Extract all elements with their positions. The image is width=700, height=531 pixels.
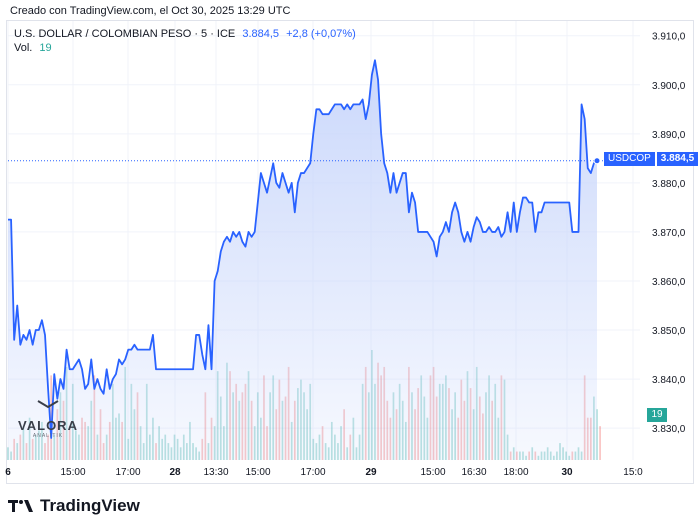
x-tick-label: 13:30 <box>203 467 228 478</box>
x-tick-label: 16:30 <box>461 467 486 478</box>
tradingview-logo-icon <box>8 500 33 512</box>
x-tick-label: 15:0 <box>623 467 643 478</box>
x-tick-label: 28 <box>169 467 181 478</box>
legend-volume-label: Vol. <box>14 42 33 54</box>
last-price-value: 3.884,5 <box>656 152 699 166</box>
last-price-dot <box>593 157 601 165</box>
last-price-symbol: USDCOP <box>604 152 655 166</box>
x-tick-label: 18:00 <box>503 467 528 478</box>
legend-price: 3.884,5 <box>242 28 280 40</box>
y-tick-label: 3.830,0 <box>652 424 686 435</box>
x-tick-label: 15:00 <box>245 467 270 478</box>
watermark-name: VALORA <box>18 418 78 433</box>
watermark-chevron-icon <box>37 400 59 409</box>
price-line <box>8 59 598 439</box>
volume-bar <box>599 426 601 460</box>
y-tick-label: 3.910,0 <box>652 32 686 43</box>
x-tick-label: 15:00 <box>60 467 85 478</box>
y-tick-label: 3.890,0 <box>652 130 686 141</box>
legend-volume-value: 19 <box>39 42 52 54</box>
y-tick-label: 3.860,0 <box>652 277 686 288</box>
price-area <box>8 60 597 461</box>
tradingview-logo-text: TradingView <box>40 496 140 515</box>
volume-bar <box>50 375 53 460</box>
watermark-sub: ANALITIK <box>32 433 64 439</box>
x-tick-label: 29 <box>365 467 377 478</box>
y-tick-label: 3.870,0 <box>652 228 686 239</box>
x-tick-label: 6 <box>5 467 11 478</box>
x-tick-label: 30 <box>561 467 573 478</box>
chart-frame[interactable] <box>6 20 694 484</box>
x-tick-label: 17:00 <box>300 467 325 478</box>
price-chart[interactable]: 3.910,0 3.900,0 3.890,0 3.880,0 3.870,0 3.860… <box>0 0 700 490</box>
chart-caption: Creado con TradingView.com, el Oct 30, 2… <box>10 5 291 17</box>
y-tick-label: 3.840,0 <box>652 375 686 386</box>
y-tick-label: 3.850,0 <box>652 326 686 337</box>
tradingview-footer[interactable]: TradingView <box>8 496 140 516</box>
legend-change: +2,8 (+0,07%) <box>286 28 356 40</box>
last-price-tag: USDCOP 3.884,5 <box>604 152 699 166</box>
legend-volume-row: Vol. 19 <box>14 42 52 54</box>
x-tick-label: 17:00 <box>115 467 140 478</box>
volume-tag: 19 <box>647 408 667 422</box>
y-tick-label: 3.900,0 <box>652 81 686 92</box>
x-tick-label: 15:00 <box>420 467 445 478</box>
valora-watermark: VALORA ANALITIK <box>16 396 80 439</box>
legend-symbol-row: U.S. DOLLAR / COLOMBIAN PESO · 5 · ICE 3… <box>14 28 356 40</box>
y-tick-label: 3.880,0 <box>652 179 686 190</box>
legend-symbol: U.S. DOLLAR / COLOMBIAN PESO · 5 · ICE <box>14 28 236 40</box>
